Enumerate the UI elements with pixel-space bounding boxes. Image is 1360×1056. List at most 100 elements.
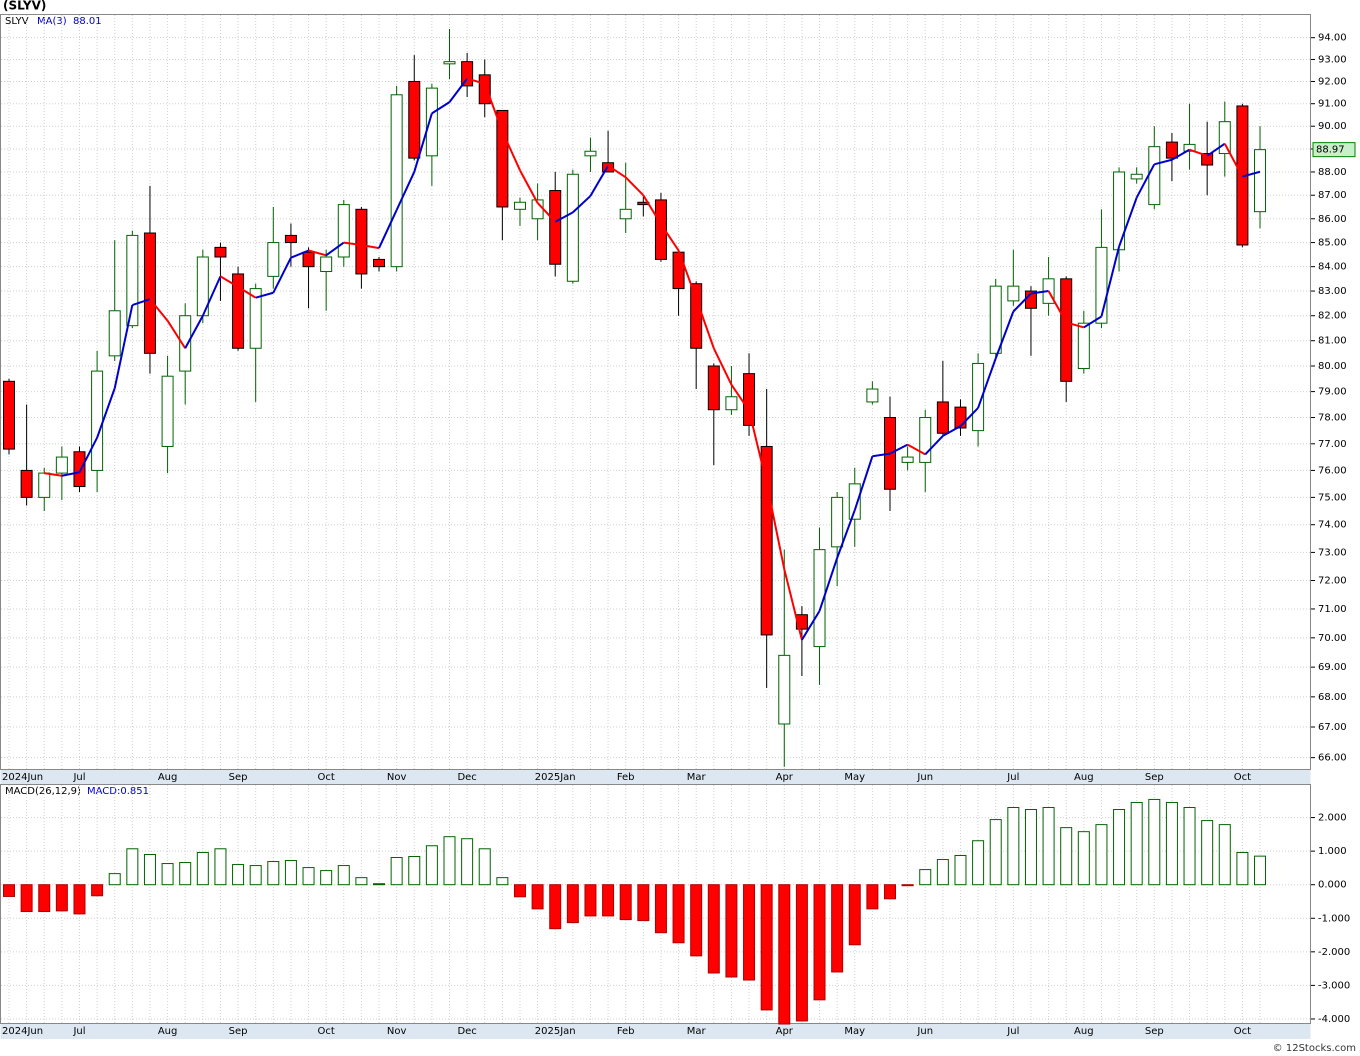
candle-body — [179, 315, 192, 372]
macd-bar — [989, 819, 1002, 886]
macd-bar — [1130, 801, 1143, 886]
candle-body — [91, 370, 104, 471]
candle-body — [584, 150, 597, 157]
ma-segment — [448, 77, 468, 103]
x-tick-label: Dec — [457, 772, 476, 783]
macd-bar — [1095, 824, 1108, 886]
candle-body — [373, 258, 386, 268]
candle-body — [249, 288, 262, 349]
ma-segment — [431, 101, 451, 115]
x-tick-label: 2025Jan — [535, 1026, 576, 1037]
macd-bar — [496, 877, 509, 886]
macd-bar — [654, 884, 667, 934]
ma-segment — [184, 315, 204, 349]
last-price-label: 88.97 — [1316, 145, 1345, 156]
candle-body — [73, 451, 86, 488]
x-tick-label: Jul — [1006, 1026, 1019, 1037]
macd-bar — [884, 884, 896, 900]
ma-segment — [853, 455, 874, 511]
macd-bar — [126, 848, 139, 886]
ma-segment — [712, 347, 733, 386]
x-tick-label: Jul — [1006, 772, 1019, 783]
ma-segment — [501, 131, 521, 171]
ma-segment — [1135, 163, 1156, 199]
ma-segment — [1171, 148, 1191, 161]
candle-body — [1254, 149, 1267, 213]
macd-bar — [690, 884, 703, 957]
macd-bar — [20, 884, 33, 913]
ma-segment — [907, 443, 926, 456]
y-tick-label: 76.00 — [1318, 465, 1347, 476]
x-tick-label: 2025Jan — [535, 772, 576, 783]
macd-bar — [672, 884, 685, 944]
macd-bar — [919, 869, 932, 886]
ma-segment — [325, 241, 345, 257]
candle-body — [513, 201, 526, 210]
ma-segment — [818, 557, 839, 612]
candle-body — [1165, 141, 1178, 159]
x-tick-label: 2024Jun — [2, 1026, 43, 1037]
ma-segment — [219, 275, 239, 288]
ma-segment — [783, 568, 803, 641]
macd-bar — [531, 884, 544, 910]
ma-segment — [624, 176, 645, 196]
candle-body — [654, 199, 667, 260]
y-tick-label: -1.000 — [1318, 913, 1350, 924]
candle-body — [566, 173, 579, 282]
macd-bar — [302, 867, 315, 886]
macd-bar — [91, 884, 104, 897]
x-tick-label: May — [844, 1026, 865, 1037]
ma-segment — [149, 298, 169, 322]
macd-bar — [443, 836, 456, 886]
macd-bar — [373, 883, 386, 886]
ma-segment — [660, 223, 680, 252]
macd-bar — [1218, 824, 1231, 886]
candle-body — [126, 234, 139, 327]
candle-body — [443, 61, 456, 65]
ma-segment — [290, 249, 309, 259]
macd-bar — [249, 865, 262, 886]
y-tick-label: 2.000 — [1318, 813, 1347, 824]
x-tick-label: Aug — [1074, 772, 1094, 783]
footer: © 12Stocks.com — [1273, 1043, 1356, 1054]
macd-bar — [936, 859, 949, 886]
y-tick-label: 74.00 — [1318, 520, 1347, 531]
macd-bar — [513, 884, 526, 898]
x-tick-label: Jul — [72, 772, 85, 783]
ma-segment — [942, 425, 961, 437]
ma-segment — [959, 407, 979, 427]
x-tick-label: Oct — [1234, 1026, 1251, 1037]
y-tick-label: 90.00 — [1318, 121, 1347, 132]
macd-bar — [143, 853, 156, 886]
candle-body — [1077, 322, 1090, 370]
price-panel-frame — [0, 14, 1311, 770]
y-tick-label: 1.000 — [1318, 846, 1347, 857]
macd-bar — [707, 884, 720, 974]
x-tick-label: Jun — [916, 772, 933, 783]
candle-body — [337, 204, 350, 258]
x-tick-label: Oct — [318, 1026, 335, 1037]
macd-bar — [566, 884, 579, 924]
candle-body — [1130, 173, 1143, 180]
macd-bar — [602, 884, 615, 917]
ma-segment — [765, 482, 786, 570]
x-tick-label: Dec — [457, 1026, 476, 1037]
macd-bar — [619, 884, 632, 921]
ma-segment — [1242, 170, 1261, 178]
ma-segment — [44, 472, 63, 477]
macd-bar — [778, 884, 791, 1025]
macd-bar — [1148, 798, 1161, 886]
y-tick-label: 86.00 — [1318, 214, 1347, 225]
candle-body — [302, 251, 315, 268]
candle-body — [461, 61, 474, 87]
candle-body — [1095, 246, 1108, 324]
y-tick-label: 83.00 — [1318, 286, 1347, 297]
macd-bar — [760, 884, 773, 1011]
macd-bar — [320, 870, 333, 886]
candle-body — [478, 74, 491, 105]
macd-bar — [3, 884, 15, 897]
candle-body — [954, 406, 967, 429]
macd-bar — [390, 857, 403, 886]
ma-segment — [872, 452, 891, 458]
